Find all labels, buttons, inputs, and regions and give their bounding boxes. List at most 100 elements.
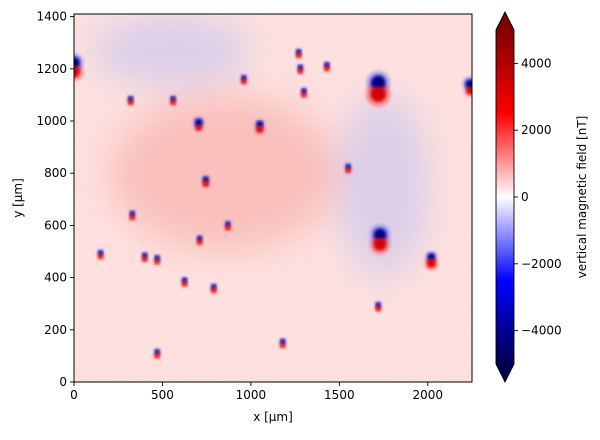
y-tick-label: 1400 (36, 10, 67, 24)
dipole-positive-lobe (296, 52, 302, 58)
dipole-negative-lobe (211, 284, 217, 290)
dipole-negative-lobe (202, 176, 209, 183)
dipole-negative-lobe (256, 120, 264, 128)
dipole-negative-lobe (296, 49, 302, 55)
dipole-anomaly (126, 94, 135, 107)
dipole-anomaly (128, 209, 137, 222)
x-axis-label: x [µm] (253, 410, 293, 424)
dipole-positive-lobe (154, 353, 160, 359)
y-tick-label: 600 (44, 218, 67, 232)
colorbar-tick-label: 0 (521, 190, 529, 204)
dipole-positive-lobe (256, 125, 264, 133)
dipole-anomaly (374, 300, 383, 313)
dipole-positive-lobe (98, 253, 104, 259)
colorbar-tick-label: −4000 (521, 324, 562, 338)
dipole-anomaly (140, 251, 149, 263)
dipole-negative-lobe (194, 118, 203, 127)
dipole-positive-lobe (142, 256, 148, 262)
dipole-anomaly (462, 76, 472, 97)
heatmap-field (74, 14, 472, 382)
dipole-anomaly (180, 276, 189, 288)
dipole-anomaly (96, 248, 105, 261)
y-tick-label: 400 (44, 271, 67, 285)
dipole-positive-lobe (170, 99, 176, 105)
dipole-negative-lobe (427, 253, 436, 261)
dipole-positive-lobe (373, 237, 387, 251)
x-tick-label: 0 (70, 388, 78, 402)
y-axis-label: y [µm] (11, 178, 25, 218)
dipole-anomaly (365, 71, 391, 107)
dipole-negative-lobe (170, 96, 176, 102)
dipole-negative-lobe (345, 163, 351, 169)
heatmap-plot-area (73, 13, 473, 383)
dipole-negative-lobe (98, 250, 104, 256)
dipole-negative-lobe (375, 302, 381, 308)
dipole-anomaly (192, 116, 205, 133)
dipole-positive-lobe (241, 78, 247, 84)
dipole-positive-lobe (324, 65, 330, 71)
dipole-negative-lobe (197, 235, 203, 241)
x-tick-label: 1000 (236, 388, 267, 402)
dipole-anomaly (169, 94, 178, 107)
dipole-negative-lobe (225, 221, 231, 227)
dipole-anomaly (424, 250, 439, 271)
dipole-negative-lobe (465, 79, 472, 90)
colorbar-tick-label: 4000 (521, 56, 552, 70)
dipole-positive-lobe (211, 287, 217, 293)
dipole-anomaly (296, 63, 305, 76)
y-tick-label: 1200 (36, 62, 67, 76)
dipole-positive-lobe (154, 259, 160, 265)
dipole-positive-lobe (225, 225, 231, 231)
dipole-negative-lobe (154, 349, 160, 355)
colorbar-extend-max (496, 12, 514, 30)
dipole-anomaly (74, 53, 84, 81)
dipole-positive-lobe (202, 180, 209, 187)
dipole-positive-lobe (197, 239, 203, 245)
dipole-anomaly (239, 73, 248, 86)
dipole-positive-lobe (195, 124, 202, 131)
dipole-negative-lobe (128, 96, 134, 102)
dipole-positive-lobe (345, 167, 351, 173)
dipole-negative-lobe (74, 56, 80, 69)
dipole-anomaly (322, 60, 331, 73)
dipole-negative-lobe (182, 277, 188, 283)
dipole-anomaly (153, 253, 162, 266)
x-tick-label: 1500 (324, 388, 355, 402)
dipole-positive-lobe (466, 86, 472, 95)
dipole-negative-lobe (324, 62, 330, 68)
dipole-positive-lobe (128, 99, 134, 105)
colorbar-outline (495, 10, 515, 384)
dipole-negative-lobe (154, 255, 160, 261)
dipole-negative-lobe (280, 338, 286, 344)
dipole-positive-lobe (129, 214, 135, 220)
dipole-anomaly (278, 337, 287, 350)
dipole-positive-lobe (370, 86, 387, 102)
x-axis: 0 500 1000 1500 2000 (70, 382, 443, 402)
dipole-anomalies (74, 47, 472, 360)
dipole-positive-lobe (426, 258, 436, 268)
dipole-negative-lobe (370, 75, 386, 90)
dipole-positive-lobe (182, 281, 188, 287)
pixel-noise-overlay (74, 14, 472, 382)
colorbar-label: vertical magnetic field [nT] (575, 116, 589, 279)
colorbar-ticks: −4000 −2000 0 2000 4000 (514, 56, 562, 338)
dipole-anomaly (299, 86, 308, 99)
y-tick-label: 0 (59, 375, 67, 389)
colorbar-extend-min (496, 364, 514, 382)
x-tick-label: 500 (151, 388, 174, 402)
dipole-anomaly (201, 174, 211, 189)
colorbar-tick-label: 2000 (521, 123, 552, 137)
colorbar-gradient (496, 30, 514, 364)
dipole-anomaly (195, 234, 204, 247)
dipole-anomaly (254, 118, 266, 135)
colorbar: −4000 −2000 0 2000 4000 vertical magnetic fi… (495, 10, 589, 384)
dipole-positive-lobe (280, 342, 286, 348)
dipole-negative-lobe (129, 210, 135, 216)
dipole-anomaly (294, 47, 303, 60)
dipole-negative-lobe (297, 64, 303, 70)
y-tick-label: 200 (44, 323, 67, 337)
dipole-positive-lobe (297, 68, 303, 74)
dipole-negative-lobe (142, 252, 148, 258)
dipole-positive-lobe (375, 306, 381, 312)
